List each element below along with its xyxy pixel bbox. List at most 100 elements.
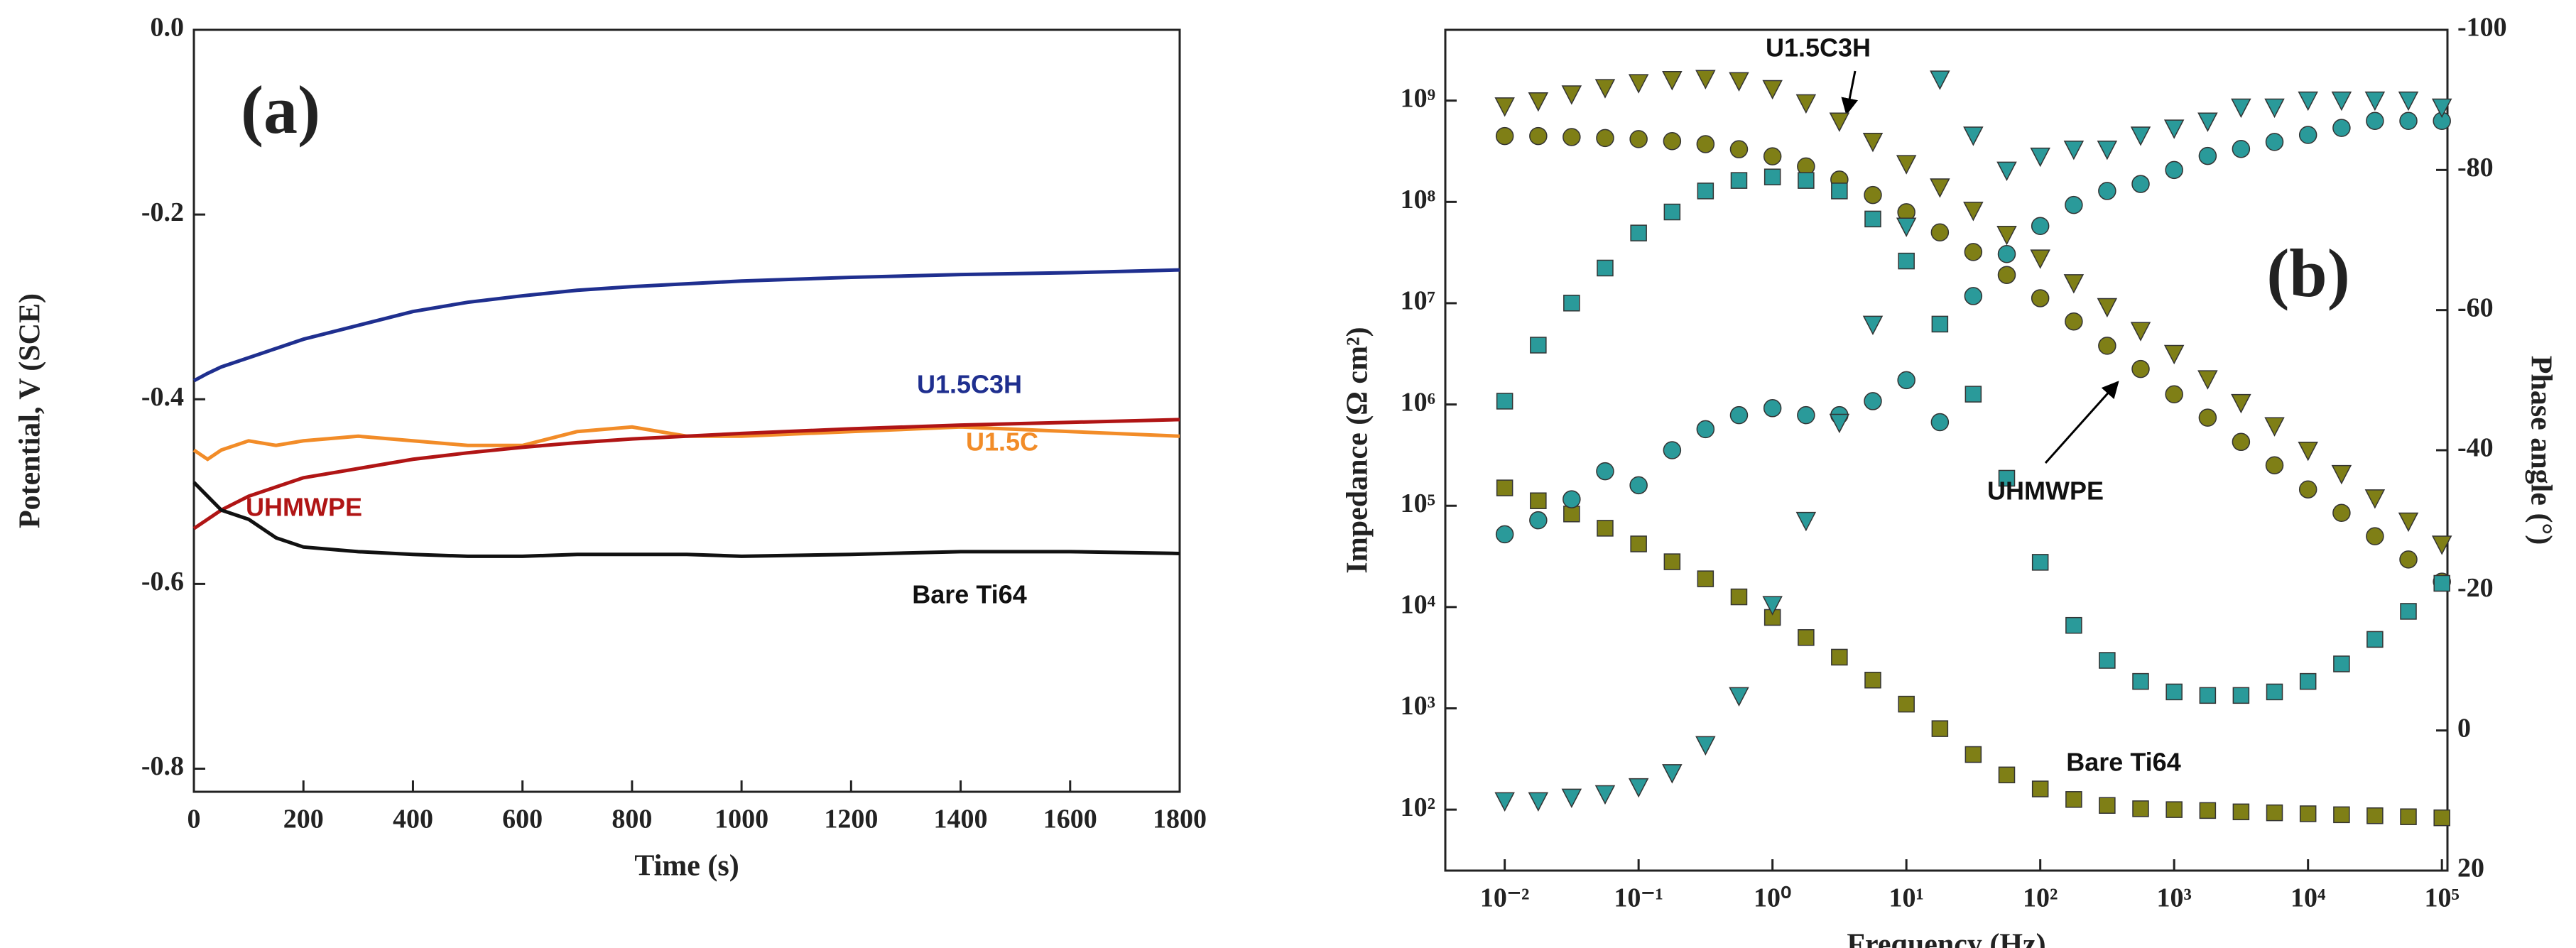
- y-tick-label: 10⁵: [1401, 489, 1435, 518]
- point: [2165, 683, 2183, 701]
- point: [2063, 274, 2085, 294]
- point: [1561, 788, 1582, 809]
- x-tick-label: 10⁻²: [1480, 883, 1529, 913]
- x-tick-label: 0: [188, 805, 201, 834]
- point: [1930, 413, 1950, 432]
- point: [1695, 70, 1716, 89]
- point: [2065, 312, 2083, 331]
- y2-tick-label: 20: [2457, 854, 2484, 883]
- point: [2065, 195, 2083, 214]
- y-tick-label: 10³: [1401, 691, 1435, 721]
- point: [2163, 344, 2185, 365]
- point: [1594, 785, 1616, 805]
- point: [1898, 695, 1915, 713]
- point: [2031, 780, 2049, 797]
- y2-tick-label: -100: [2457, 13, 2507, 43]
- point: [1930, 70, 1950, 90]
- point: [1628, 74, 1649, 94]
- point: [2298, 480, 2317, 498]
- point: [1628, 778, 1649, 798]
- y2-tick-label: 0: [2457, 713, 2471, 743]
- point: [2065, 616, 2082, 634]
- point: [2165, 160, 2183, 180]
- annotation: U1.5C3H: [1766, 33, 1871, 62]
- point: [1528, 792, 1549, 812]
- point: [2298, 126, 2317, 144]
- point: [1997, 244, 2016, 263]
- point: [2099, 797, 2116, 814]
- x-tick-label: 10²: [2023, 883, 2058, 913]
- point: [2097, 298, 2118, 318]
- annotation-arrow: [2044, 381, 2119, 464]
- point: [1795, 94, 1817, 114]
- point: [2232, 687, 2250, 704]
- point: [2232, 432, 2251, 452]
- point: [1829, 413, 1850, 434]
- point: [2231, 393, 2251, 414]
- point: [1998, 469, 2016, 487]
- point: [2232, 139, 2251, 158]
- point: [2030, 147, 2050, 168]
- point: [1798, 172, 1815, 189]
- y-tick-label: -0.6: [141, 567, 184, 596]
- point: [1996, 161, 2017, 181]
- point: [2332, 503, 2351, 523]
- point: [1964, 243, 1983, 261]
- point: [1864, 210, 1881, 228]
- point: [1730, 172, 1748, 189]
- point: [2197, 112, 2218, 132]
- y-tick-label: -0.8: [141, 751, 184, 781]
- point: [1496, 479, 1513, 496]
- point: [1495, 525, 1514, 544]
- point: [1663, 132, 1682, 151]
- x-tick-label: 10⁰: [1754, 883, 1791, 913]
- x-tick-label: 1800: [1153, 805, 1207, 834]
- y-axis-title: Potential, V (SCE): [14, 293, 47, 528]
- point: [1864, 392, 1882, 410]
- y-tick-label: 0.0: [151, 13, 185, 43]
- point: [1563, 128, 1581, 146]
- y2-axis-title: Phase angle (°): [2524, 356, 2557, 545]
- point: [1696, 420, 1715, 439]
- x-tick-label: 10⁻¹: [1614, 883, 1663, 913]
- point: [2299, 805, 2317, 822]
- point: [1864, 671, 1881, 689]
- point: [2031, 289, 2050, 307]
- point: [2132, 800, 2149, 817]
- x-tick-label: 1400: [934, 805, 988, 834]
- point: [2231, 98, 2251, 119]
- point: [1597, 259, 1614, 277]
- point: [1964, 386, 1982, 403]
- point: [1729, 72, 1749, 92]
- point: [2097, 140, 2118, 160]
- point: [2333, 806, 2350, 824]
- point: [1530, 492, 1547, 509]
- point: [2130, 126, 2151, 146]
- point: [1896, 155, 1917, 175]
- point: [1662, 764, 1683, 784]
- point: [1864, 185, 1882, 205]
- x-tick-label: 10³: [2156, 883, 2191, 913]
- x-tick-label: 10⁵: [2424, 883, 2459, 913]
- point: [1964, 287, 1983, 305]
- point: [2433, 574, 2450, 592]
- x-axis-title: Time (s): [634, 850, 739, 883]
- point: [2366, 111, 2384, 131]
- point: [1762, 596, 1783, 616]
- point: [1997, 266, 2016, 284]
- point: [2366, 631, 2384, 648]
- point: [1897, 371, 1915, 390]
- y-tick-label: -0.4: [141, 382, 184, 412]
- x-axis-title: Frequency (Hz): [1847, 929, 2045, 948]
- point: [1763, 399, 1782, 418]
- series-label: U1.5C3H: [917, 370, 1022, 399]
- point: [2431, 535, 2452, 555]
- point: [2298, 441, 2318, 462]
- y2-tick-label: -80: [2457, 153, 2494, 182]
- y2-tick-label: -60: [2457, 293, 2494, 322]
- series-line: [192, 481, 1180, 558]
- panel-label: (a): [241, 72, 320, 148]
- point: [1663, 203, 1681, 221]
- point: [1930, 223, 1950, 242]
- y-tick-label: 10⁸: [1401, 185, 1435, 214]
